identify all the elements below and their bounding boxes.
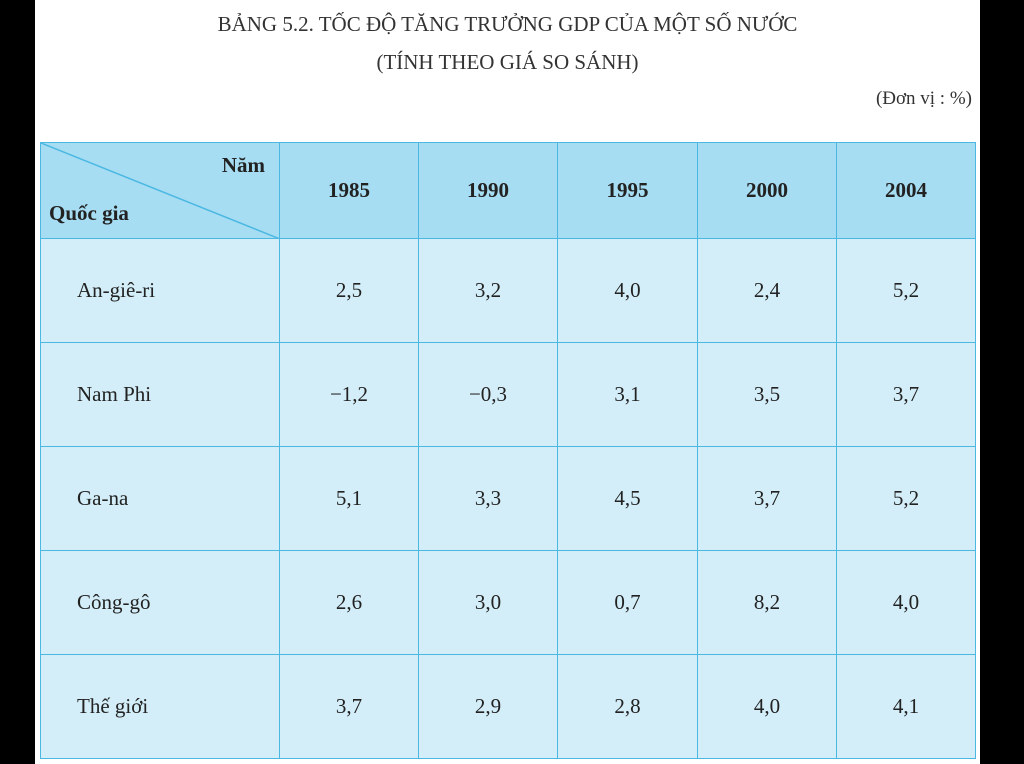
document: BẢNG 5.2. TỐC ĐỘ TĂNG TRƯỞNG GDP CỦA MỘT… — [35, 0, 980, 764]
table-cell: 3,7 — [836, 342, 976, 447]
column-header: 2004 — [836, 142, 976, 239]
table-cell: 2,5 — [279, 238, 419, 343]
table-cell: 5,1 — [279, 446, 419, 551]
column-header: 1995 — [557, 142, 698, 239]
table-cell: 0,7 — [557, 550, 698, 655]
table-cell: 4,0 — [557, 238, 698, 343]
column-header: 2000 — [697, 142, 837, 239]
table-cell: −1,2 — [279, 342, 419, 447]
diagonal — [41, 143, 280, 239]
column-header: 1990 — [418, 142, 558, 239]
table-cell: 4,0 — [836, 550, 976, 655]
table: Năm Quốc gia 1985 1990 1995 2000 2004 An-giê-ri… — [40, 142, 976, 759]
table-cell: 2,9 — [418, 654, 558, 759]
table-cell: −0,3 — [418, 342, 558, 447]
table-cell: 4,0 — [697, 654, 837, 759]
row-header: An-giê-ri — [40, 238, 280, 343]
title: BẢNG 5.2. TỐC ĐỘ TĂNG TRƯỞNG GDP CỦA MỘT… — [217, 12, 798, 36]
table-cell: 3,2 — [418, 238, 558, 343]
table-cell: 8,2 — [697, 550, 837, 655]
row-header: Ga-na — [40, 446, 280, 551]
table-cell: 3,3 — [418, 446, 558, 551]
row-header: Công-gô — [40, 550, 280, 655]
table-cell: 2,4 — [697, 238, 837, 343]
row-header: Thế giới — [40, 654, 280, 759]
corner-top: Năm — [221, 153, 265, 177]
subtitle: (TÍNH THEO GIÁ SO SÁNH) — [376, 50, 639, 74]
column-header: 1985 — [279, 142, 419, 239]
table-cell: 2,6 — [279, 550, 419, 655]
table-cell: 3,7 — [697, 446, 837, 551]
corner-bottom: Quốc gia — [49, 201, 129, 225]
table-cell: 3,0 — [418, 550, 558, 655]
table-cell: 4,1 — [836, 654, 976, 759]
table-cell: 2,8 — [557, 654, 698, 759]
table-cell: 5,2 — [836, 446, 976, 551]
table-cell: 3,7 — [279, 654, 419, 759]
unit: (Đơn vị : %) — [875, 88, 972, 109]
table-cell: 4,5 — [557, 446, 698, 551]
table-cell: 3,5 — [697, 342, 837, 447]
corner-cell: Năm Quốc gia — [40, 142, 280, 239]
row-header: Nam Phi — [40, 342, 280, 447]
table-cell: 3,1 — [557, 342, 698, 447]
table-cell: 5,2 — [836, 238, 976, 343]
